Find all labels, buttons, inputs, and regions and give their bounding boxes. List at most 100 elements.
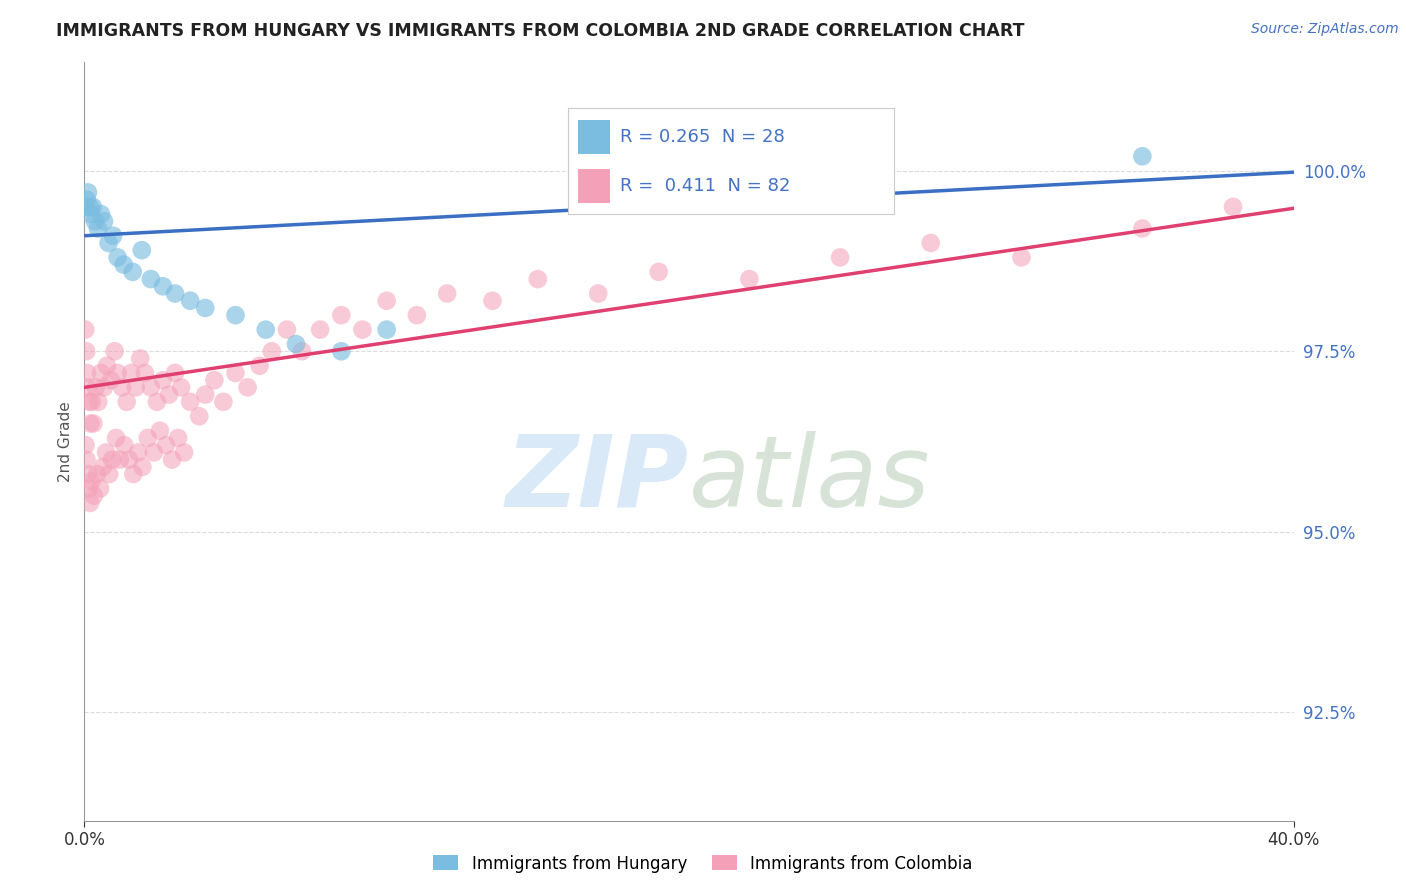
Point <box>105 431 128 445</box>
Point <box>112 258 135 272</box>
Point <box>112 438 135 452</box>
Point <box>1222 200 1244 214</box>
Point <box>588 286 610 301</box>
Point <box>527 272 550 286</box>
Point <box>87 394 110 409</box>
Point <box>79 200 101 214</box>
Point <box>127 445 149 459</box>
Point <box>108 452 131 467</box>
Point <box>285 337 308 351</box>
Point <box>276 323 298 337</box>
Point <box>1011 251 1033 265</box>
Point <box>167 431 190 445</box>
Point <box>139 272 162 286</box>
Point <box>149 424 172 438</box>
Point <box>152 373 174 387</box>
Point <box>152 279 174 293</box>
Point <box>121 265 143 279</box>
Point <box>77 482 100 496</box>
Point <box>375 293 398 308</box>
Text: atlas: atlas <box>689 431 931 528</box>
Point <box>202 373 225 387</box>
Point <box>80 475 103 489</box>
Point <box>75 323 97 337</box>
Point <box>920 235 942 250</box>
Point <box>155 438 177 452</box>
Point <box>111 380 134 394</box>
Point <box>79 417 101 431</box>
Point <box>86 467 108 481</box>
Point <box>194 387 217 401</box>
Point <box>173 445 195 459</box>
Point <box>406 308 429 322</box>
Text: IMMIGRANTS FROM HUNGARY VS IMMIGRANTS FROM COLOMBIA 2ND GRADE CORRELATION CHART: IMMIGRANTS FROM HUNGARY VS IMMIGRANTS FR… <box>56 22 1025 40</box>
Text: Source: ZipAtlas.com: Source: ZipAtlas.com <box>1251 22 1399 37</box>
Y-axis label: 2nd Grade: 2nd Grade <box>58 401 73 482</box>
Point <box>129 351 152 366</box>
Point <box>648 265 671 279</box>
Point <box>77 186 100 200</box>
Point <box>76 193 98 207</box>
Point <box>291 344 314 359</box>
Point <box>160 452 183 467</box>
Point <box>146 394 169 409</box>
Point <box>115 394 138 409</box>
Point <box>481 293 503 308</box>
Point <box>1132 221 1154 235</box>
Point <box>76 452 98 467</box>
Point <box>94 445 117 459</box>
Point <box>134 366 156 380</box>
Point <box>165 366 187 380</box>
Point <box>249 359 271 373</box>
Point <box>830 251 852 265</box>
Point <box>101 228 124 243</box>
Point <box>118 452 141 467</box>
Point <box>96 359 118 373</box>
Point <box>131 243 153 257</box>
Point <box>82 417 104 431</box>
Point <box>179 394 201 409</box>
Point <box>122 467 145 481</box>
Point <box>83 489 105 503</box>
Point <box>170 380 193 394</box>
Point <box>120 366 142 380</box>
Point <box>76 467 98 481</box>
Point <box>77 394 100 409</box>
Point <box>80 394 103 409</box>
Point <box>142 445 165 459</box>
Point <box>75 438 97 452</box>
Point <box>97 235 120 250</box>
Point <box>330 308 353 322</box>
Point <box>136 431 159 445</box>
Point <box>330 344 353 359</box>
Point <box>75 200 97 214</box>
Point <box>352 323 374 337</box>
Point <box>76 366 98 380</box>
Point <box>77 380 100 394</box>
Point <box>80 207 103 221</box>
Point <box>188 409 211 424</box>
Point <box>309 323 332 337</box>
Point <box>90 207 112 221</box>
Point <box>375 323 398 337</box>
Point <box>131 459 153 474</box>
Point <box>236 380 259 394</box>
Point <box>254 323 277 337</box>
Point <box>93 214 115 228</box>
Point <box>91 459 114 474</box>
Point <box>179 293 201 308</box>
Point <box>90 366 112 380</box>
Point <box>678 193 700 207</box>
Point <box>89 482 111 496</box>
Point <box>101 452 124 467</box>
Point <box>225 308 247 322</box>
Point <box>104 344 127 359</box>
Point <box>75 344 97 359</box>
Point <box>139 380 162 394</box>
Point <box>84 214 107 228</box>
Text: ZIP: ZIP <box>506 431 689 528</box>
Point <box>260 344 283 359</box>
Point <box>212 394 235 409</box>
Point <box>194 301 217 315</box>
Point <box>87 221 110 235</box>
